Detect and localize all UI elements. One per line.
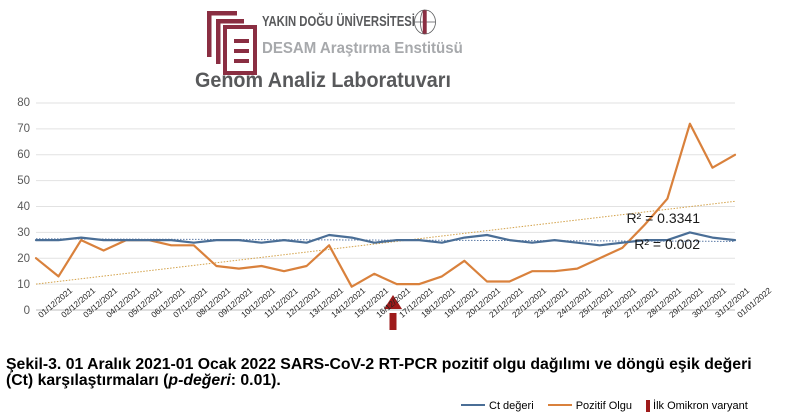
svg-text:10: 10 [17, 279, 30, 291]
svg-text:R² = 0.002: R² = 0.002 [634, 236, 700, 252]
svg-text:70: 70 [17, 123, 30, 135]
svg-text:80: 80 [17, 97, 30, 109]
svg-text:50: 50 [17, 175, 30, 187]
svg-text:R² = 0.3341: R² = 0.3341 [626, 210, 700, 226]
svg-text:60: 60 [17, 149, 30, 161]
svg-text:20: 20 [17, 253, 30, 265]
svg-text:40: 40 [17, 201, 30, 213]
svg-text:30: 30 [17, 227, 30, 239]
